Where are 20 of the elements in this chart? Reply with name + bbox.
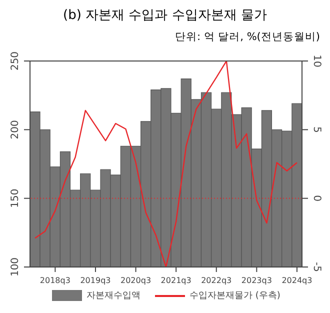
x-tick-label: 2020q3 bbox=[120, 276, 152, 285]
legend-label: 수입자본재물가 (우측) bbox=[190, 290, 280, 302]
y2-tick-label: -5 bbox=[311, 262, 322, 272]
x-tick-label: 2023q3 bbox=[241, 276, 272, 285]
y2-tick-label: 10 bbox=[311, 54, 322, 68]
y-tick-label: 200 bbox=[10, 120, 21, 140]
y-tick-label: 100 bbox=[10, 257, 21, 277]
y-tick-label: 250 bbox=[10, 51, 21, 71]
text: 자본재수입액 bbox=[86, 290, 141, 302]
x-tick-label: 2024q3 bbox=[282, 276, 312, 285]
y2-tick-label: 5 bbox=[311, 126, 322, 133]
chart-title: (b) 자본재 수입과 수입자본재 물가 bbox=[62, 7, 268, 24]
x-tick-label: 2019q3 bbox=[80, 276, 111, 285]
x-tick-label: 2018q3 bbox=[40, 276, 70, 285]
chart-subtitle: 단위: 억 달러, %(전년동월비) bbox=[174, 30, 320, 44]
y2-tick-label: 0 bbox=[311, 195, 322, 202]
x-tick-label: 2022q3 bbox=[201, 276, 232, 285]
y-tick-label: 150 bbox=[10, 188, 21, 208]
line-series bbox=[34, 61, 298, 267]
x-tick-label: 2021q3 bbox=[160, 276, 192, 285]
